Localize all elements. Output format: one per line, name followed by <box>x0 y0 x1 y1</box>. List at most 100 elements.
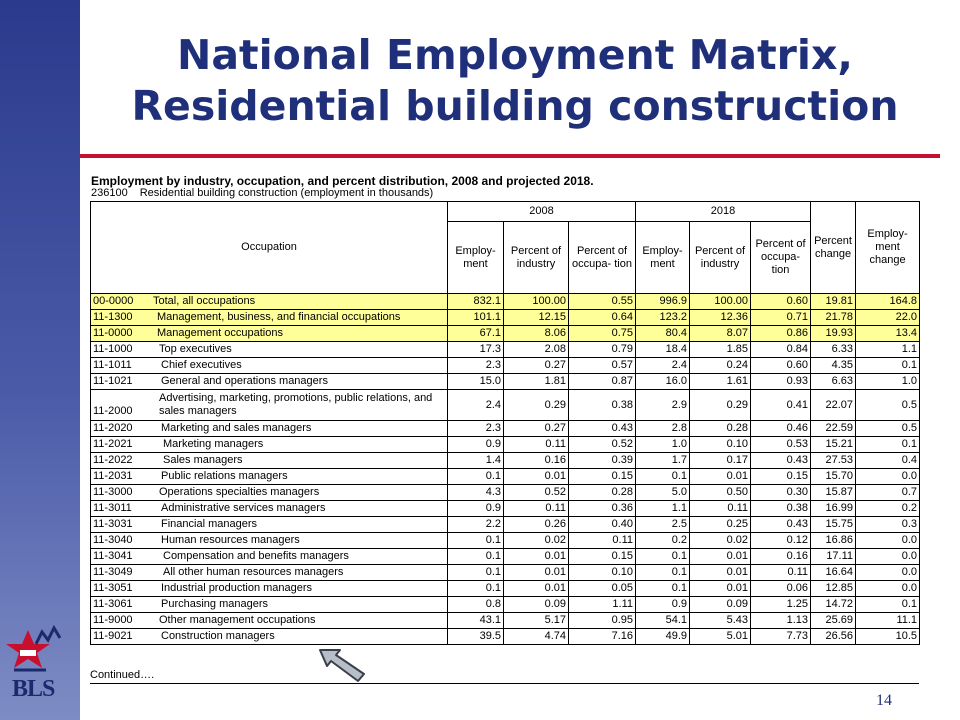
value-cell: 2.2 <box>447 516 504 533</box>
value-cell: 1.25 <box>750 596 812 613</box>
header-pct-industry-2008: Percent of industry <box>503 221 569 294</box>
table-subtitle: Employment by industry, occupation, and … <box>91 174 594 188</box>
value-cell: 54.1 <box>635 612 691 629</box>
value-cell: 0.64 <box>568 309 637 326</box>
value-cell: 0.1 <box>855 596 921 613</box>
value-cell: 0.1 <box>635 468 691 485</box>
bls-star-icon <box>6 624 62 672</box>
industry-line: 236100 Residential building construction … <box>91 187 433 199</box>
occupation-code: 11-3049 <box>93 566 133 578</box>
value-cell: 0.60 <box>750 357 812 374</box>
value-cell: 996.9 <box>635 293 691 310</box>
value-cell: 0.29 <box>689 389 752 421</box>
value-cell: 0.1 <box>447 532 504 549</box>
page-number: 14 <box>876 692 892 709</box>
value-cell: 0.10 <box>689 436 752 453</box>
value-cell: 832.1 <box>447 293 504 310</box>
occupation-name: All other human resources managers <box>163 566 344 578</box>
value-cell: 67.1 <box>447 325 504 342</box>
occupation-name: Administrative services managers <box>161 502 326 514</box>
value-cell: 27.53 <box>810 452 857 469</box>
value-cell: 1.0 <box>855 373 921 390</box>
value-cell: 1.81 <box>503 373 569 390</box>
value-cell: 0.0 <box>855 468 921 485</box>
value-cell: 0.7 <box>855 484 921 501</box>
occupation-cell: 11-3000 Operations specialties managers <box>90 484 448 501</box>
value-cell: 100.00 <box>689 293 752 310</box>
value-cell: 0.15 <box>568 468 637 485</box>
header-employment-2018: Employ- ment <box>635 221 691 294</box>
value-cell: 0.57 <box>568 357 637 374</box>
value-cell: 0.1 <box>635 580 691 597</box>
industry-code: 236100 <box>91 187 128 199</box>
occupation-name: Sales managers <box>163 454 243 466</box>
table-row: 11-3040 Human resources managers 0.1 0.02 0.… <box>90 532 921 549</box>
value-cell: 15.0 <box>447 373 504 390</box>
occupation-cell: 11-2000 Advertising, marketing, promotion… <box>90 389 448 421</box>
value-cell: 0.41 <box>750 389 812 421</box>
occupation-cell: 11-3011 Administrative services managers <box>90 500 448 517</box>
occupation-cell: 11-3051 Industrial production managers <box>90 580 448 597</box>
value-cell: 0.27 <box>503 420 569 437</box>
value-cell: 0.0 <box>855 564 921 581</box>
value-cell: 5.01 <box>689 628 752 645</box>
value-cell: 0.1 <box>855 357 921 374</box>
value-cell: 16.99 <box>810 500 857 517</box>
occupation-code: 11-1011 <box>93 359 132 371</box>
occupation-code: 11-2021 <box>93 438 133 450</box>
value-cell: 0.12 <box>750 532 812 549</box>
occupation-cell: 11-3061 Purchasing managers <box>90 596 448 613</box>
value-cell: 0.1 <box>635 548 691 565</box>
value-cell: 0.01 <box>503 548 569 565</box>
value-cell: 0.06 <box>750 580 812 597</box>
table-row: 11-3051 Industrial production managers 0.1… <box>90 580 921 597</box>
value-cell: 0.39 <box>568 452 637 469</box>
value-cell: 0.15 <box>750 468 812 485</box>
occupation-code: 11-2020 <box>93 422 133 434</box>
occupation-cell: 11-3041 Compensation and benefits manager… <box>90 548 448 565</box>
header-employment-change: Employ- ment change <box>855 201 921 294</box>
occupation-code: 11-3031 <box>93 518 133 530</box>
value-cell: 0.11 <box>689 500 752 517</box>
value-cell: 15.75 <box>810 516 857 533</box>
occupation-cell: 11-2031 Public relations managers <box>90 468 448 485</box>
value-cell: 12.15 <box>503 309 569 326</box>
table-row: 11-3011 Administrative services managers 0… <box>90 500 921 517</box>
value-cell: 26.56 <box>810 628 857 645</box>
value-cell: 0.01 <box>503 580 569 597</box>
value-cell: 22.07 <box>810 389 857 421</box>
value-cell: 0.1 <box>447 580 504 597</box>
occupation-code: 11-3000 <box>93 486 133 498</box>
table-row: 11-1000 Top executives 17.3 2.08 0.79 18.4 1.8… <box>90 341 921 358</box>
occupation-code: 00-0000 <box>93 295 134 307</box>
value-cell: 0.43 <box>750 516 812 533</box>
logo-text: BLS <box>12 676 55 702</box>
value-cell: 0.52 <box>568 436 637 453</box>
value-cell: 16.86 <box>810 532 857 549</box>
value-cell: 4.74 <box>503 628 569 645</box>
value-cell: 0.38 <box>568 389 637 421</box>
occupation-name: Advertising, marketing, promotions, publ… <box>159 392 433 417</box>
occupation-name: Marketing managers <box>163 438 264 450</box>
value-cell: 0.01 <box>689 580 752 597</box>
occupation-cell: 11-1300 Management, business, and financi… <box>90 309 448 326</box>
table-row: 11-1011 Chief executives 2.3 0.27 0.57 2.4 0.2… <box>90 357 921 374</box>
value-cell: 0.10 <box>568 564 637 581</box>
occupation-name: Operations specialties managers <box>159 486 320 498</box>
value-cell: 0.01 <box>503 468 569 485</box>
value-cell: 5.0 <box>635 484 691 501</box>
table-row: 11-9021 Construction managers 39.5 4.74 7.16… <box>90 628 921 645</box>
value-cell: 14.72 <box>810 596 857 613</box>
value-cell: 22.59 <box>810 420 857 437</box>
value-cell: 1.13 <box>750 612 812 629</box>
value-cell: 0.26 <box>503 516 569 533</box>
pointer-arrow-icon <box>319 649 365 682</box>
value-cell: 39.5 <box>447 628 504 645</box>
table-row: 11-3000 Operations specialties managers 4.… <box>90 484 921 501</box>
header-year-2018: 2018 <box>635 201 812 222</box>
value-cell: 0.02 <box>503 532 569 549</box>
occupation-cell: 11-3040 Human resources managers <box>90 532 448 549</box>
table-row: 11-0000 Management occupations 67.1 8.06 0.7… <box>90 325 921 342</box>
value-cell: 0.11 <box>503 436 569 453</box>
value-cell: 0.75 <box>568 325 637 342</box>
